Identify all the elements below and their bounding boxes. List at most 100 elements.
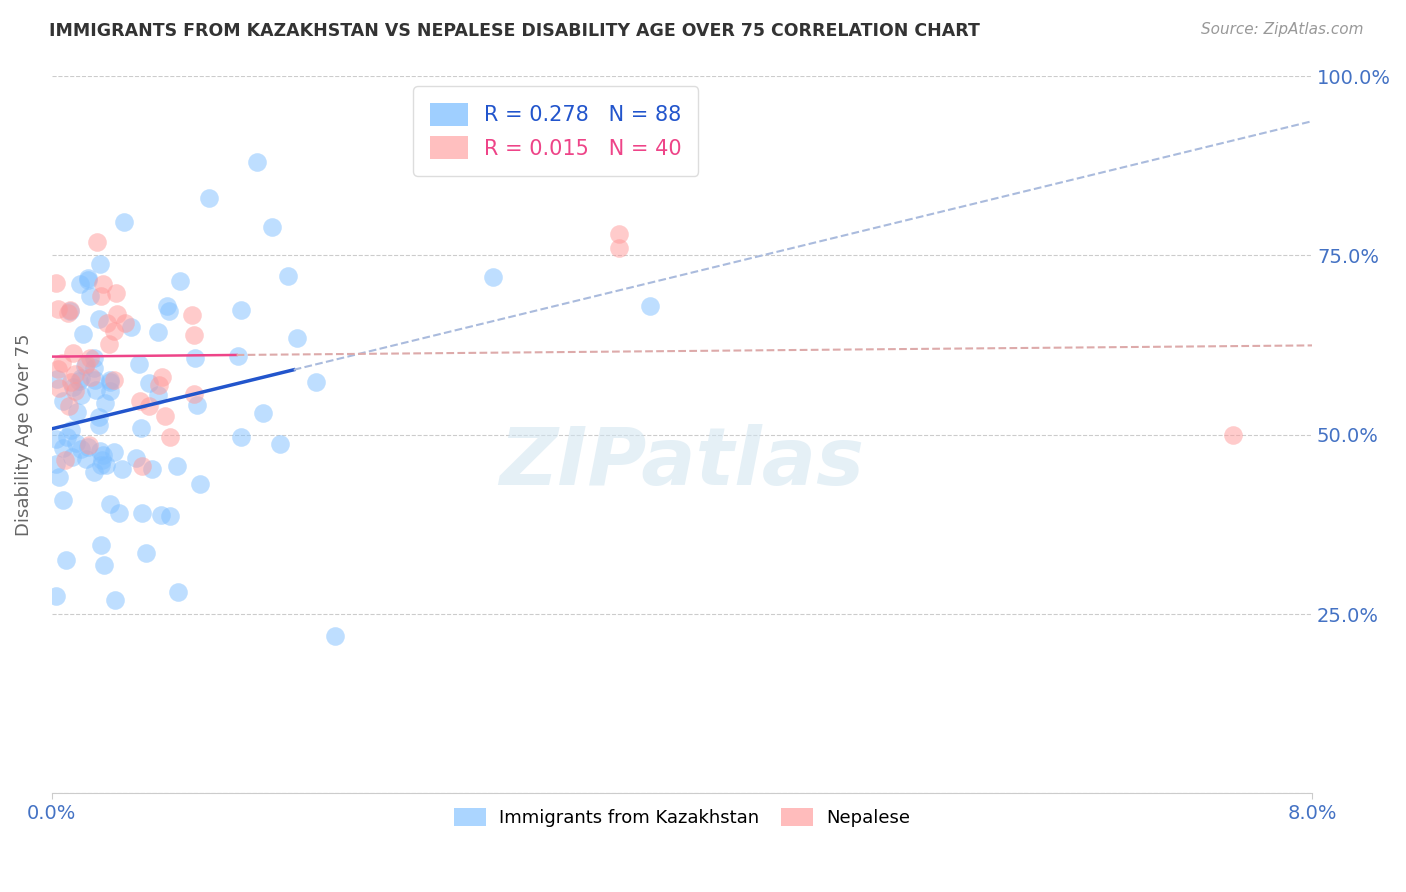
Point <box>148 325 170 339</box>
Point <box>325 628 347 642</box>
Text: Source: ZipAtlas.com: Source: ZipAtlas.com <box>1201 22 1364 37</box>
Point <box>148 388 170 402</box>
Point <box>607 227 630 241</box>
Point <box>607 241 630 255</box>
Point <box>53 453 76 467</box>
Point <box>79 288 101 302</box>
Point <box>181 308 204 322</box>
Point <box>103 445 125 459</box>
Point <box>105 307 128 321</box>
Point <box>138 399 160 413</box>
Point <box>48 381 70 395</box>
Y-axis label: Disability Age Over 75: Disability Age Over 75 <box>15 334 32 536</box>
Point <box>269 437 291 451</box>
Point <box>58 399 80 413</box>
Point <box>52 394 75 409</box>
Point <box>169 274 191 288</box>
Point <box>103 324 125 338</box>
Point <box>111 461 134 475</box>
Point <box>45 432 67 446</box>
Point <box>277 269 299 284</box>
Legend: Immigrants from Kazakhstan, Nepalese: Immigrants from Kazakhstan, Nepalese <box>447 801 917 835</box>
Point <box>45 277 67 291</box>
Point <box>67 374 90 388</box>
Point <box>90 538 112 552</box>
Point <box>46 362 69 376</box>
Point <box>69 277 91 291</box>
Point <box>166 459 188 474</box>
Point <box>166 585 188 599</box>
Point <box>52 441 75 455</box>
Point <box>89 443 111 458</box>
Point <box>98 374 121 388</box>
Point <box>86 235 108 250</box>
Point <box>135 546 157 560</box>
Point <box>252 406 274 420</box>
Point <box>77 273 100 287</box>
Point <box>183 387 205 401</box>
Point <box>107 507 129 521</box>
Point <box>152 370 174 384</box>
Point <box>120 320 142 334</box>
Point <box>229 430 252 444</box>
Point <box>52 493 75 508</box>
Point <box>93 558 115 573</box>
Point <box>186 398 208 412</box>
Point <box>91 277 114 292</box>
Point <box>228 349 250 363</box>
Point <box>89 257 111 271</box>
Point <box>83 360 105 375</box>
Point <box>79 351 101 366</box>
Point <box>190 476 212 491</box>
Point <box>63 384 86 398</box>
Point <box>62 380 84 394</box>
Point <box>482 269 505 284</box>
Point <box>1222 427 1244 442</box>
Point <box>184 351 207 365</box>
Point <box>104 592 127 607</box>
Point <box>87 312 110 326</box>
Point <box>89 417 111 432</box>
Point <box>262 219 284 234</box>
Point <box>84 373 107 387</box>
Point <box>131 506 153 520</box>
Point <box>156 299 179 313</box>
Point <box>159 430 181 444</box>
Point <box>90 458 112 472</box>
Point <box>62 346 84 360</box>
Point <box>77 271 100 285</box>
Point <box>63 368 86 382</box>
Point <box>70 371 93 385</box>
Point <box>150 508 173 522</box>
Point <box>98 497 121 511</box>
Point <box>131 420 153 434</box>
Point <box>77 438 100 452</box>
Point <box>80 370 103 384</box>
Point <box>131 458 153 473</box>
Point <box>59 304 82 318</box>
Point <box>114 316 136 330</box>
Point <box>58 303 80 318</box>
Point <box>104 286 127 301</box>
Point <box>98 384 121 398</box>
Point <box>245 155 267 169</box>
Point <box>91 453 114 467</box>
Point <box>96 316 118 330</box>
Point <box>229 302 252 317</box>
Point <box>66 404 89 418</box>
Point <box>97 336 120 351</box>
Point <box>96 458 118 472</box>
Point <box>98 375 121 389</box>
Point <box>141 462 163 476</box>
Point <box>103 373 125 387</box>
Point <box>198 191 221 205</box>
Point <box>129 393 152 408</box>
Point <box>45 458 67 472</box>
Point <box>89 409 111 424</box>
Point <box>46 301 69 316</box>
Point <box>59 375 82 389</box>
Point <box>94 396 117 410</box>
Point <box>157 304 180 318</box>
Point <box>65 436 87 450</box>
Point <box>72 327 94 342</box>
